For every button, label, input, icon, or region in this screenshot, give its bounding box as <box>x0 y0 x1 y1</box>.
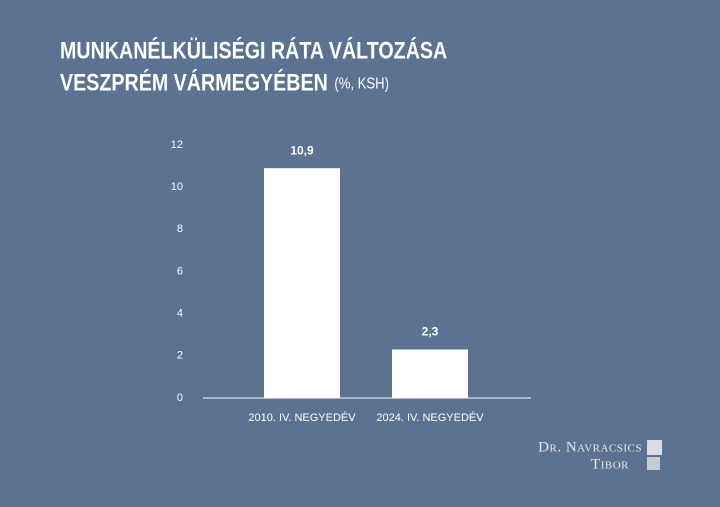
title-group: MUNKANÉLKÜLISÉGI RÁTA VÁLTOZÁSA VESZPRÉM… <box>60 36 447 95</box>
y-tick-label: 4 <box>177 308 183 320</box>
y-tick-label: 6 <box>177 265 183 277</box>
y-tick-label: 2 <box>177 350 183 362</box>
bar <box>264 168 340 398</box>
chart-title: VESZPRÉM VÁRMEGYÉBEN <box>60 68 328 95</box>
x-tick-label: 2024. IV. NEGYEDÉV <box>376 411 484 424</box>
logo-square <box>647 457 660 470</box>
bar <box>392 349 468 398</box>
y-tick-label: 0 <box>177 392 183 404</box>
logo-text: Tibor <box>591 456 629 472</box>
y-tick-label: 12 <box>171 139 183 151</box>
value-label: 10,9 <box>290 143 314 157</box>
value-label: 2,3 <box>422 325 439 339</box>
x-tick-label: 2010. IV. NEGYEDÉV <box>248 411 356 424</box>
y-tick-label: 8 <box>177 223 183 235</box>
chart-title: VESZPRÉM VÁRMEGYÉBEN (%, KSH) <box>60 68 389 95</box>
logo-text: Dr. Navracsics <box>538 439 642 455</box>
y-tick-label: 10 <box>171 181 183 193</box>
logo-square <box>647 440 662 455</box>
chart-title: MUNKANÉLKÜLISÉGI RÁTA VÁLTOZÁSA <box>60 36 447 63</box>
chart-subtitle: (%, KSH) <box>334 75 389 92</box>
